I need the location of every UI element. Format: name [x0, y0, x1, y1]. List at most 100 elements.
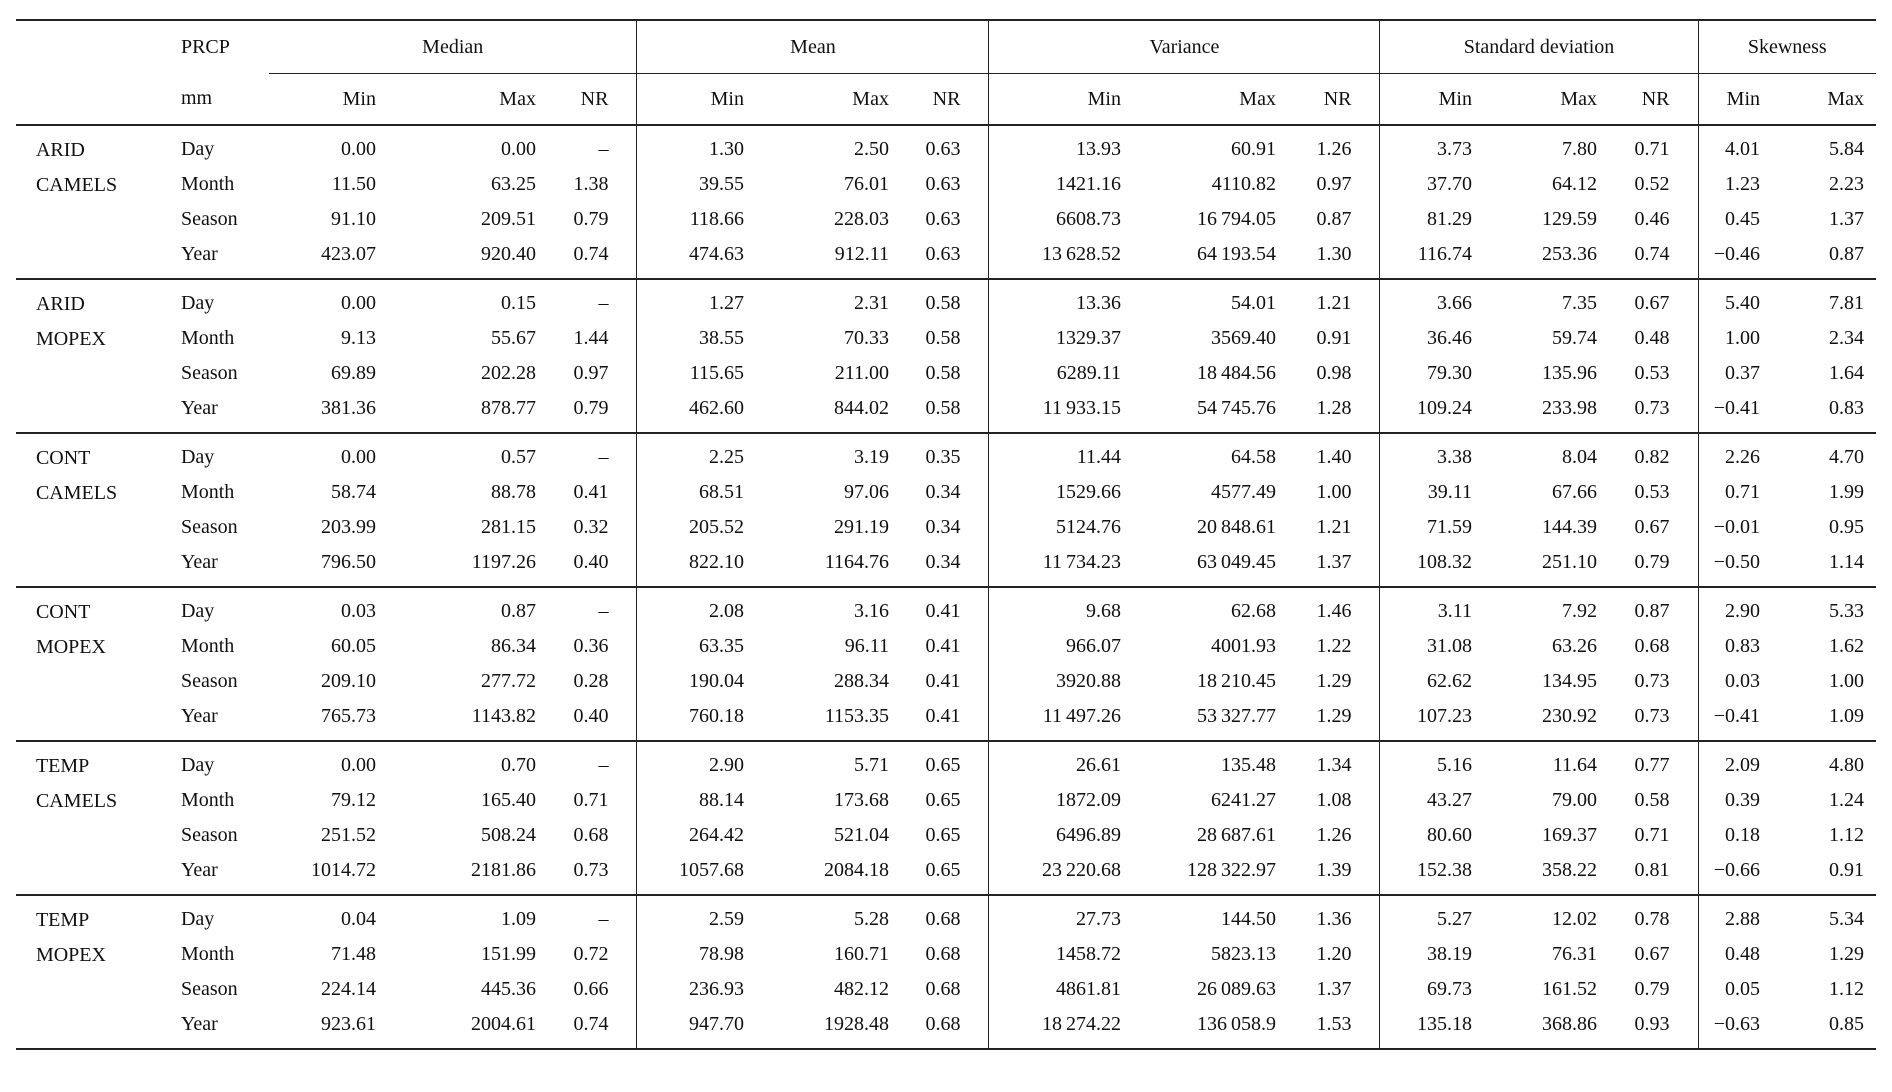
- period-cell: Month: [180, 789, 235, 811]
- value-cell: 1.37: [1316, 551, 1352, 573]
- colgroup-variance: Variance: [988, 20, 1380, 74]
- header-blank-cell: [16, 20, 181, 74]
- table-row: CONT CAMELS Day 0.00 0.57–2.25 3.19 0.35 11.44 6…: [15, 432, 1877, 587]
- value-cell: −0.46: [1697, 237, 1789, 279]
- value-cell: 0.28: [573, 670, 609, 692]
- colgroup-standard-deviation: Standard deviation: [1379, 20, 1699, 74]
- value-cell: 445.36: [480, 978, 536, 1000]
- row-group-name-line2: MOPEX: [35, 944, 106, 966]
- value-cell: 68.51: [636, 475, 772, 510]
- value-cell: 0.73: [1634, 670, 1670, 692]
- value-cell: 1329.37: [988, 321, 1149, 356]
- value-cell: 1.40: [1303, 432, 1380, 475]
- value-cell: 1164.76: [824, 551, 889, 573]
- value-cell: 4861.81: [988, 972, 1149, 1007]
- value-cell: 253.36: [1541, 243, 1597, 265]
- value-cell: 0.74: [573, 243, 609, 265]
- value-cell: 0.45: [1697, 202, 1789, 237]
- value-cell: 0.41: [573, 481, 609, 503]
- value-cell: 0.03: [1697, 664, 1789, 699]
- value-cell: 1.29: [1316, 705, 1352, 727]
- value-cell: 1.00: [1316, 481, 1352, 503]
- value-cell: 1529.66: [988, 475, 1149, 510]
- value-cell: 251.52: [320, 824, 376, 846]
- value-cell: 1.36: [1303, 894, 1380, 937]
- value-cell: 63.25: [490, 173, 536, 195]
- value-cell: 18 210.45: [1196, 670, 1276, 692]
- value-cell: 0.48: [1697, 937, 1789, 972]
- value-cell: 107.23: [1379, 699, 1500, 741]
- value-cell: 59.74: [1551, 327, 1597, 349]
- value-cell: 71.48: [330, 943, 376, 965]
- value-cell: 11 497.26: [988, 699, 1149, 741]
- col-header-median-nr: NR: [563, 73, 637, 126]
- value-cell: 0.68: [925, 943, 961, 965]
- value-cell: 3.19: [771, 432, 917, 475]
- corner-header-prcp: PRCP: [180, 35, 230, 58]
- value-cell: 115.65: [636, 356, 772, 391]
- row-group-name-line1: CONT: [35, 447, 91, 469]
- value-cell: 0.65: [925, 824, 961, 846]
- value-cell: 11 933.15: [988, 391, 1149, 433]
- value-cell: 1.28: [1316, 397, 1352, 419]
- value-cell: 7.81: [1788, 278, 1877, 321]
- table-row: Month 9.13 55.67 1.44 38.55 70.33 0.58 1329.37 3…: [16, 321, 1876, 356]
- value-cell: 38.19: [1379, 937, 1500, 972]
- value-cell: 878.77: [480, 397, 536, 419]
- value-cell: 1.21: [1316, 516, 1352, 538]
- value-cell: 1.37: [1829, 208, 1865, 230]
- value-cell: 5.33: [1788, 586, 1877, 629]
- value-cell: 205.52: [636, 510, 772, 545]
- corner-header-unit: mm: [180, 73, 269, 126]
- col-header-median-max: Max: [403, 73, 564, 126]
- colgroup-median: Median: [268, 20, 637, 74]
- table-row: ARID MOPEX Day 0.00 0.15–1.27 2.31 0.58 13.36 54…: [15, 278, 1877, 433]
- value-cell: 2.90: [1697, 586, 1789, 629]
- value-cell: 765.73: [320, 705, 376, 727]
- header-blank-cell: [15, 73, 181, 126]
- value-cell: –: [563, 278, 637, 321]
- value-cell: 18 484.56: [1196, 362, 1276, 384]
- value-cell: 152.38: [1379, 853, 1500, 895]
- value-cell: 54.01: [1148, 278, 1304, 321]
- col-header-mean-max: Max: [771, 73, 917, 126]
- value-cell: 0.97: [573, 362, 609, 384]
- value-cell: 3.16: [771, 586, 917, 629]
- value-cell: 0.41: [925, 670, 961, 692]
- value-cell: 2.31: [771, 278, 917, 321]
- table-row: Season 69.89 202.28 0.97 115.65 211.00 0.58 628…: [16, 356, 1876, 391]
- value-cell: 281.15: [480, 516, 536, 538]
- value-cell: 0.41: [916, 586, 989, 629]
- value-cell: 0.65: [925, 859, 961, 881]
- value-cell: 2.90: [636, 740, 772, 783]
- table-body: ARID CAMELS Day 0.00 0.00–1.30 2.50 0.63 13.93 6…: [15, 124, 1877, 1049]
- value-cell: 0.58: [1634, 789, 1670, 811]
- value-cell: 37.70: [1379, 167, 1500, 202]
- table-row: Year 796.50 1197.26 0.40 822.10 1164.76 0.34 11…: [16, 545, 1876, 587]
- value-cell: 64 193.54: [1196, 243, 1276, 265]
- value-cell: 796.50: [320, 551, 376, 573]
- value-cell: 3.66: [1379, 278, 1500, 321]
- col-header-standard-deviation-nr: NR: [1624, 73, 1699, 126]
- value-cell: 60.05: [330, 635, 376, 657]
- period-cell: Year: [180, 243, 218, 265]
- value-cell: 1.00: [1697, 321, 1789, 356]
- value-cell: 16 794.05: [1196, 208, 1276, 230]
- value-cell: 88.14: [636, 783, 772, 818]
- value-cell: 0.00: [268, 278, 404, 321]
- value-cell: 1057.68: [636, 853, 772, 895]
- value-cell: 521.04: [833, 824, 889, 846]
- value-cell: 27.73: [988, 894, 1149, 937]
- value-cell: 0.71: [573, 789, 609, 811]
- value-cell: 6608.73: [988, 202, 1149, 237]
- value-cell: 63.26: [1551, 635, 1597, 657]
- value-cell: 2084.18: [823, 859, 889, 881]
- value-cell: 5.40: [1697, 278, 1789, 321]
- value-cell: 228.03: [833, 208, 889, 230]
- col-header-variance-nr: NR: [1303, 73, 1380, 126]
- table-row: Month 58.74 88.78 0.41 68.51 97.06 0.34 1529.66…: [16, 475, 1876, 510]
- period-cell: Season: [180, 824, 238, 846]
- value-cell: 55.67: [490, 327, 536, 349]
- value-cell: 11.50: [331, 173, 376, 195]
- value-cell: –: [563, 586, 637, 629]
